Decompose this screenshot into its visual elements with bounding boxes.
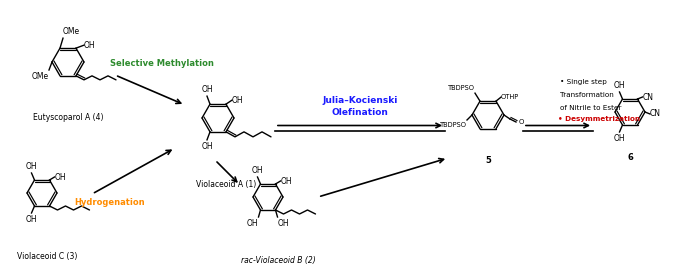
Text: OH: OH [201,85,213,94]
Text: rac-Violaceoid B (2): rac-Violaceoid B (2) [241,256,316,265]
Text: Violaceoid A (1): Violaceoid A (1) [196,180,256,189]
Text: OH: OH [26,162,37,171]
Text: of Nitrile to Ester: of Nitrile to Ester [560,105,622,111]
Text: OMe: OMe [32,72,49,81]
Text: OH: OH [614,134,625,143]
Text: Olefination: Olefination [332,108,389,117]
Text: OH: OH [201,142,213,151]
Text: CN: CN [650,109,661,119]
Text: Transformation: Transformation [560,92,614,98]
Text: • Single step: • Single step [560,79,607,85]
Text: OH: OH [277,219,289,228]
Text: O: O [519,119,524,125]
Text: CN: CN [643,93,654,101]
Text: OH: OH [614,81,625,90]
Text: Violaceoid C (3): Violaceoid C (3) [17,252,77,261]
Text: TBDPSO: TBDPSO [440,122,467,128]
Text: 5: 5 [485,156,491,165]
Text: Julia–Kocienski: Julia–Kocienski [322,96,398,105]
Text: OH: OH [26,215,37,224]
Text: Selective Methylation: Selective Methylation [110,59,214,68]
Text: • Desymmetrization: • Desymmetrization [558,116,640,122]
Text: Hydrogenation: Hydrogenation [75,198,146,207]
Text: OH: OH [55,173,66,181]
Text: OH: OH [252,166,263,175]
Text: OMe: OMe [63,27,80,36]
Text: OH: OH [232,96,244,105]
Text: TBDPSO: TBDPSO [448,85,475,91]
Text: 6: 6 [627,153,633,162]
Text: OH: OH [247,219,258,228]
Text: OH: OH [84,41,96,50]
Text: OTHP: OTHP [501,94,519,100]
Text: OH: OH [281,176,292,186]
Text: Eutyscoparol A (4): Eutyscoparol A (4) [33,113,104,122]
